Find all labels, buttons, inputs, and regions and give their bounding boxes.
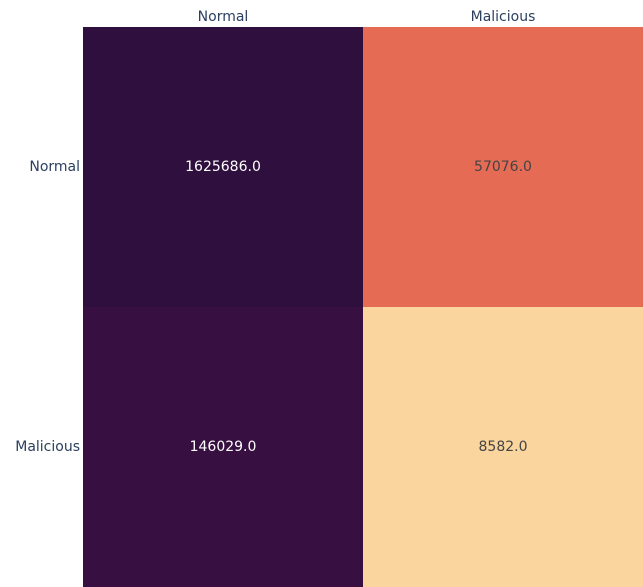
cell-label: 1625686.0	[185, 159, 261, 175]
y-tick-label: Malicious	[15, 439, 80, 455]
x-tick-label: Malicious	[471, 9, 536, 25]
heatmap-cell	[83, 27, 363, 307]
heatmap-cell	[363, 27, 643, 307]
y-tick-label: Normal	[29, 159, 80, 175]
heatmap-cell	[83, 307, 363, 587]
x-tick-label: Normal	[198, 9, 249, 25]
cell-label: 8582.0	[479, 439, 528, 455]
heatmap-cell	[363, 307, 643, 587]
cell-label: 146029.0	[190, 439, 257, 455]
cell-label: 57076.0	[474, 159, 532, 175]
